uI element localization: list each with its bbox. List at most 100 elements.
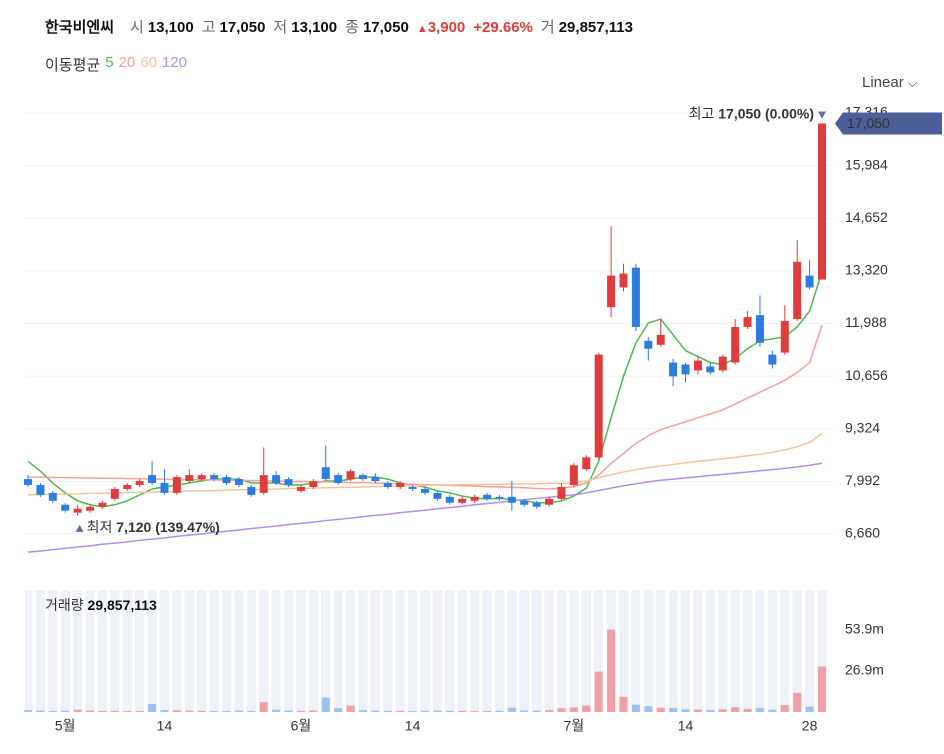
candle-body — [358, 475, 367, 480]
volume-bar — [582, 705, 591, 712]
candle-body — [458, 498, 467, 503]
volume-bar — [743, 708, 752, 712]
candle-body — [507, 496, 516, 503]
volume-bar — [718, 709, 727, 712]
y-tick-label: 15,984 — [845, 156, 888, 172]
volume-bar — [755, 708, 764, 712]
volume-bar — [383, 710, 392, 712]
y-tick-label: 7,992 — [845, 472, 880, 488]
stock-name: 한국비엔씨 — [45, 19, 115, 36]
volume-bar — [259, 702, 268, 712]
volume-bar — [135, 710, 144, 712]
candle-body — [346, 471, 355, 480]
volume-bar — [644, 706, 653, 712]
candle-body — [532, 502, 541, 507]
high-value: 17,050 — [219, 19, 266, 36]
volume-bar — [185, 710, 194, 712]
volume-bar — [545, 710, 554, 712]
volume-bar — [371, 710, 380, 712]
volume-bar — [681, 709, 690, 712]
low-marker — [75, 524, 84, 532]
change-pct: +29.66% — [473, 19, 533, 36]
last-price-tag — [835, 112, 942, 135]
candle-body — [520, 500, 529, 505]
volume-bar — [24, 710, 32, 712]
legend-entry: 60 — [140, 54, 157, 71]
low-label: 저 — [273, 19, 288, 36]
y-tick-label: 13,320 — [845, 262, 888, 278]
volume-bar — [594, 671, 603, 712]
candle-body — [247, 486, 256, 495]
volume-bar — [98, 710, 107, 712]
candle-body — [743, 317, 752, 327]
volume-bar — [222, 710, 231, 712]
x-tick-label: 5월 — [55, 718, 76, 734]
volume-bar — [73, 709, 82, 712]
candle-body — [693, 360, 702, 371]
volume-bar — [61, 710, 70, 712]
candle-body — [483, 494, 492, 499]
volume-bar — [780, 705, 789, 712]
volume-bar — [160, 710, 169, 712]
candle-body — [371, 477, 380, 482]
volume-bar — [495, 710, 504, 712]
volume-bar — [172, 710, 181, 712]
y-tick-label: 9,324 — [845, 419, 880, 435]
y-tick-label: 6,660 — [845, 525, 880, 541]
candle-body — [396, 483, 405, 487]
candle-body — [36, 485, 45, 495]
volume-bar — [731, 707, 740, 712]
volume-bar — [321, 697, 330, 712]
candle-body — [718, 356, 727, 371]
candle-body — [259, 475, 268, 493]
candle-body — [110, 488, 119, 499]
volume-bar — [507, 707, 516, 712]
volume-bar — [631, 704, 640, 712]
candle-body — [172, 477, 181, 493]
candle-body — [284, 479, 293, 486]
chevron[interactable]: ⌵ — [907, 76, 917, 90]
low-annotation: 최저 7,120 (139.47%) — [87, 519, 220, 535]
high-marker — [818, 111, 826, 119]
low-value: 13,100 — [291, 19, 338, 36]
ma-line — [28, 324, 823, 490]
scale-toggle-label[interactable]: Linear — [862, 74, 904, 91]
volume-bar — [408, 711, 417, 712]
candle-body — [656, 334, 665, 345]
candle-body — [222, 477, 231, 484]
candle-body — [383, 483, 392, 487]
candle-body — [582, 457, 591, 470]
x-tick-label: 28 — [802, 718, 818, 734]
volume-tick-label: 53.9m — [845, 621, 884, 637]
volume-bar — [86, 710, 95, 712]
candle-body — [557, 486, 566, 499]
volume-bar — [272, 709, 281, 712]
volume-bar — [818, 666, 826, 712]
volume-bar — [396, 710, 405, 712]
volume-bar — [805, 706, 814, 712]
scale-toggle[interactable]: Linear ⌵ — [862, 74, 917, 91]
volume-bar — [656, 707, 665, 712]
candle-body — [545, 498, 554, 505]
low-annotation-label: 최저 — [87, 519, 113, 535]
candle-body — [334, 475, 343, 484]
change: ▲3,900 — [417, 19, 465, 36]
candle-body — [185, 475, 194, 482]
volume-bar — [569, 707, 578, 712]
candle-body — [48, 492, 57, 501]
x-tick-label: 6월 — [291, 718, 312, 734]
candle-body — [755, 315, 764, 343]
volume-bar — [284, 710, 293, 712]
candle-body — [619, 273, 628, 288]
candle-body — [421, 488, 429, 493]
volume-bar — [110, 710, 119, 712]
volume-bar — [619, 696, 628, 712]
low-annotation-value: 7,120 (139.47%) — [116, 519, 220, 535]
candle-body — [594, 354, 603, 458]
candle-body — [607, 275, 616, 308]
open-label: 시 — [130, 19, 144, 36]
volume-bar — [445, 710, 454, 712]
volume-bar — [48, 710, 57, 712]
up-icon: ▲ — [416, 23, 428, 35]
